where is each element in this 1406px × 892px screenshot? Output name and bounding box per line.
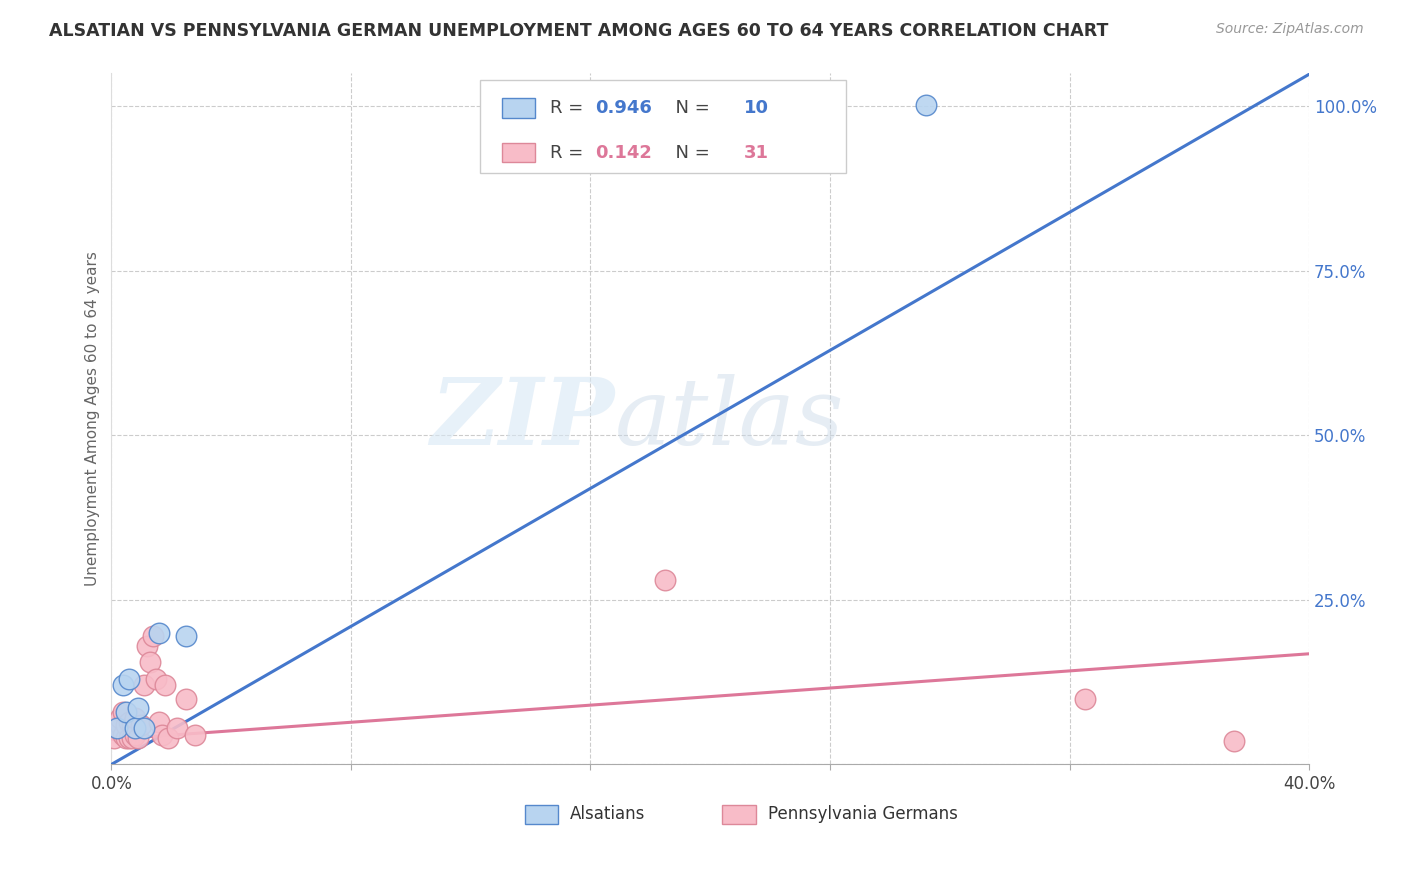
Text: R =: R = xyxy=(550,99,586,117)
FancyBboxPatch shape xyxy=(481,80,845,173)
Point xyxy=(142,629,165,643)
Point xyxy=(124,728,146,742)
Point xyxy=(1223,734,1246,748)
Point xyxy=(157,731,180,745)
Text: Alsatians: Alsatians xyxy=(569,805,645,823)
Point xyxy=(118,714,141,729)
Text: N =: N = xyxy=(664,144,713,161)
Point xyxy=(139,656,162,670)
Point xyxy=(110,718,132,732)
Point xyxy=(112,678,135,692)
Point xyxy=(914,97,936,112)
Point xyxy=(124,711,146,725)
Text: 0.946: 0.946 xyxy=(595,99,652,117)
Text: 31: 31 xyxy=(744,144,769,161)
Point xyxy=(134,721,156,735)
Point xyxy=(127,701,149,715)
Point xyxy=(115,705,138,719)
Text: N =: N = xyxy=(664,99,713,117)
Point xyxy=(105,721,128,735)
Point xyxy=(103,731,125,745)
Point xyxy=(112,705,135,719)
Bar xyxy=(502,98,536,118)
Point xyxy=(134,678,156,692)
Text: ZIP: ZIP xyxy=(430,374,614,464)
Point xyxy=(115,731,138,745)
Bar xyxy=(723,805,756,824)
Text: atlas: atlas xyxy=(614,374,844,464)
Bar xyxy=(502,143,536,162)
Y-axis label: Unemployment Among Ages 60 to 64 years: Unemployment Among Ages 60 to 64 years xyxy=(86,252,100,586)
Point xyxy=(155,678,177,692)
Point xyxy=(121,718,143,732)
Text: Pennsylvania Germans: Pennsylvania Germans xyxy=(768,805,957,823)
Point xyxy=(118,731,141,745)
Text: Source: ZipAtlas.com: Source: ZipAtlas.com xyxy=(1216,22,1364,37)
Point xyxy=(110,711,132,725)
Point xyxy=(112,728,135,742)
Text: 0.142: 0.142 xyxy=(595,144,652,161)
Point xyxy=(150,728,173,742)
Point xyxy=(654,573,676,587)
Point xyxy=(1073,691,1095,706)
Point xyxy=(174,629,197,643)
Point xyxy=(184,728,207,742)
Point xyxy=(148,625,170,640)
Point xyxy=(136,639,159,653)
Text: R =: R = xyxy=(550,144,586,161)
Point xyxy=(145,672,167,686)
Point xyxy=(115,718,138,732)
Point xyxy=(127,731,149,745)
Text: ALSATIAN VS PENNSYLVANIA GERMAN UNEMPLOYMENT AMONG AGES 60 TO 64 YEARS CORRELATI: ALSATIAN VS PENNSYLVANIA GERMAN UNEMPLOY… xyxy=(49,22,1108,40)
Point xyxy=(166,721,188,735)
Point xyxy=(124,721,146,735)
Point xyxy=(174,691,197,706)
Point xyxy=(105,721,128,735)
Bar xyxy=(524,805,558,824)
Point xyxy=(148,714,170,729)
Text: 10: 10 xyxy=(744,99,769,117)
Point xyxy=(131,718,153,732)
Point xyxy=(118,672,141,686)
Point xyxy=(121,731,143,745)
